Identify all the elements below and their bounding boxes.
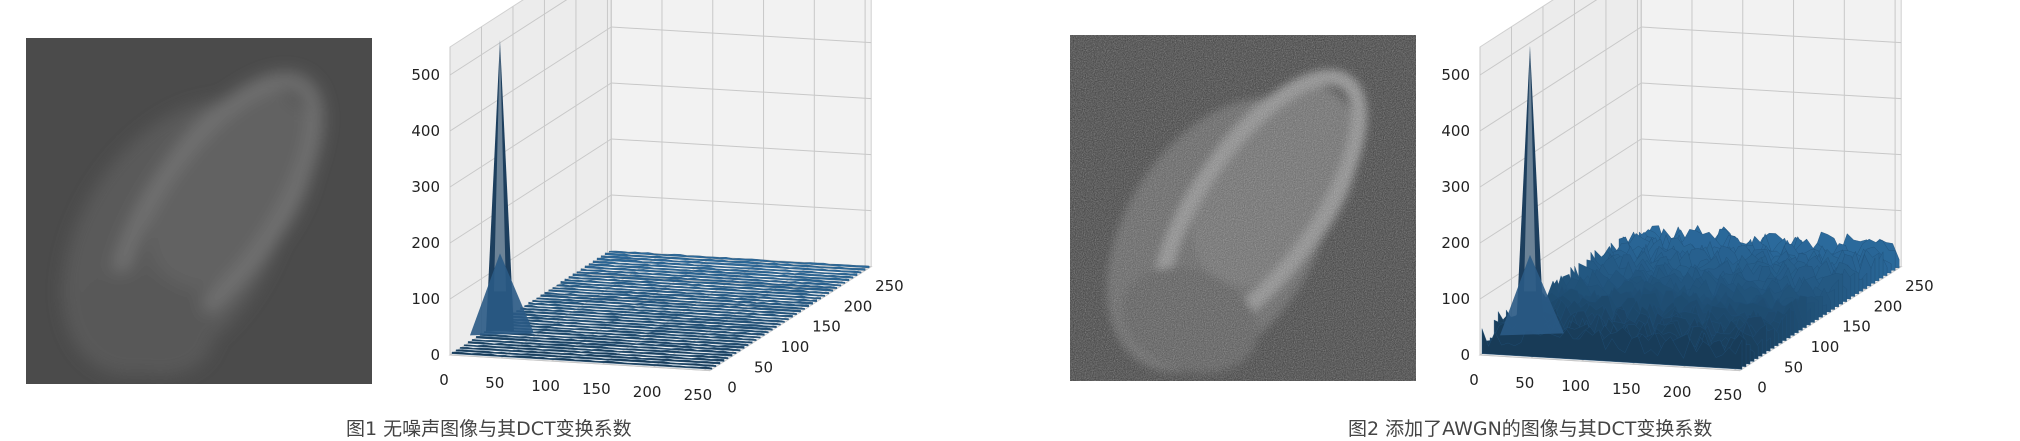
z-tick-label: 500 [1441,66,1470,84]
figure-1: 0 100 200 300 400 500 0 50 100 150 200 250 0 50 100 150… [0,0,1010,440]
y-tick-label: 150 [812,318,841,336]
z-tick-label: 200 [411,234,440,252]
z-tick-label: 300 [1441,178,1470,196]
x-tick-label: 100 [531,377,560,395]
x-tick-label: 200 [633,383,662,401]
y-tick-label: 50 [1784,358,1803,376]
y-tick-label: 200 [1874,297,1903,315]
x-tick-label: 50 [1515,374,1534,392]
y-tick-label: 150 [1842,318,1871,336]
figure-2-caption: 图2 添加了AWGN的图像与其DCT变换系数 [1348,418,1713,440]
x-tick-label: 250 [684,386,713,404]
x-tick-label: 250 [1714,386,1743,404]
z-tick-label: 100 [411,290,440,308]
x-tick-label: 150 [1612,380,1641,398]
dct-surface [451,250,870,370]
z-tick-label: 0 [1460,346,1470,364]
y-tick-label: 0 [727,379,737,397]
z-tick-label: 500 [411,66,440,84]
x-tick-label: 100 [1561,377,1590,395]
y-tick-label: 50 [754,358,773,376]
y-tick-label: 250 [1905,277,1934,295]
z-tick-label: 200 [1441,234,1470,252]
photo-canvas [1070,35,1416,381]
z-tick-label: 400 [411,122,440,140]
x-tick-label: 200 [1663,383,1692,401]
photo-canvas [26,38,372,384]
y-tick-label: 0 [1757,379,1767,397]
z-tick-label: 400 [1441,122,1470,140]
y-tick-label: 100 [781,338,810,356]
z-tick-label: 100 [1441,290,1470,308]
x-tick-label: 50 [485,374,504,392]
dct-surface [1481,224,1900,370]
x-tick-label: 0 [439,371,449,389]
z-tick-label: 300 [411,178,440,196]
y-tick-label: 100 [1811,338,1840,356]
dct-peak [1499,45,1564,336]
figure-2: 0 100 200 300 400 500 0 50 100 150 200 250 0 50 100 150… [1010,0,2020,440]
x-tick-label: 0 [1469,371,1479,389]
noise-free-image [26,38,372,384]
y-tick-label: 200 [844,297,873,315]
figure-1-caption: 图1 无噪声图像与其DCT变换系数 [346,418,632,440]
y-tick-label: 250 [875,277,904,295]
dct-peak [469,40,534,336]
x-tick-label: 150 [582,380,611,398]
noisy-image [1070,35,1416,381]
z-tick-label: 0 [430,346,440,364]
